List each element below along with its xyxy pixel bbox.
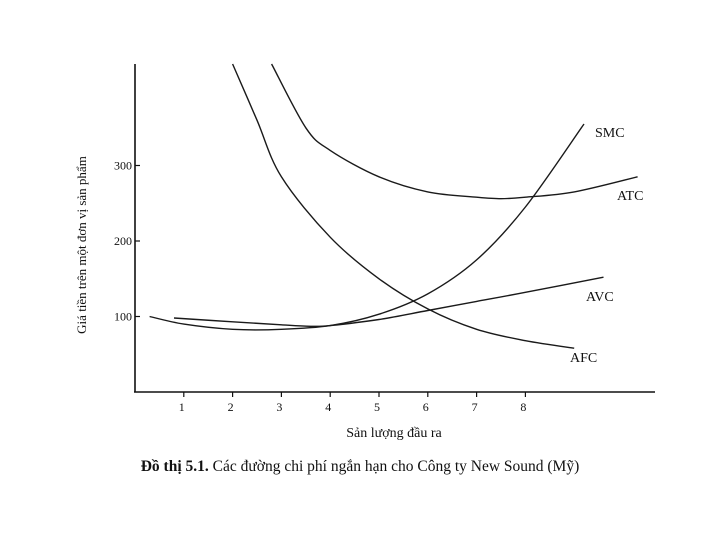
y-tick-label: 100 [114, 310, 132, 324]
label-atc: ATC [617, 189, 643, 204]
series-labels: SMC ATC AVC AFC [570, 126, 643, 366]
x-tick-label: 2 [228, 400, 234, 414]
curve-avc [173, 276, 604, 328]
y-ticks: 100 200 300 [114, 159, 140, 324]
caption-text: Các đường chi phí ngắn hạn cho Công ty N… [208, 458, 580, 475]
label-afc: AFC [570, 351, 597, 366]
curves [149, 63, 638, 349]
label-smc: SMC [595, 126, 625, 141]
y-axis-label: Giá tiền trên một đơn vị sản phẩm [74, 156, 89, 334]
y-tick-label: 200 [114, 234, 132, 248]
x-tick-label: 4 [325, 400, 331, 414]
x-tick-label: 8 [520, 400, 526, 414]
caption-prefix: Đồ thị 5.1. [140, 458, 209, 475]
curve-smc [149, 123, 585, 331]
y-tick-label: 300 [114, 159, 132, 173]
x-tick-label: 7 [472, 400, 478, 414]
x-tick-label: 6 [423, 400, 429, 414]
x-tick-label: 1 [179, 400, 185, 414]
label-avc: AVC [586, 290, 614, 305]
x-ticks: 1 2 3 4 5 6 7 8 [179, 392, 526, 414]
figure-caption: Đồ thị 5.1. Các đường chi phí ngắn hạn c… [0, 458, 720, 476]
x-axis-label: Sản lượng đầu ra [346, 426, 442, 441]
x-tick-label: 5 [374, 400, 380, 414]
x-tick-label: 3 [276, 400, 282, 414]
curve-atc [270, 63, 638, 200]
curve-afc [231, 63, 575, 349]
axes [134, 64, 655, 393]
